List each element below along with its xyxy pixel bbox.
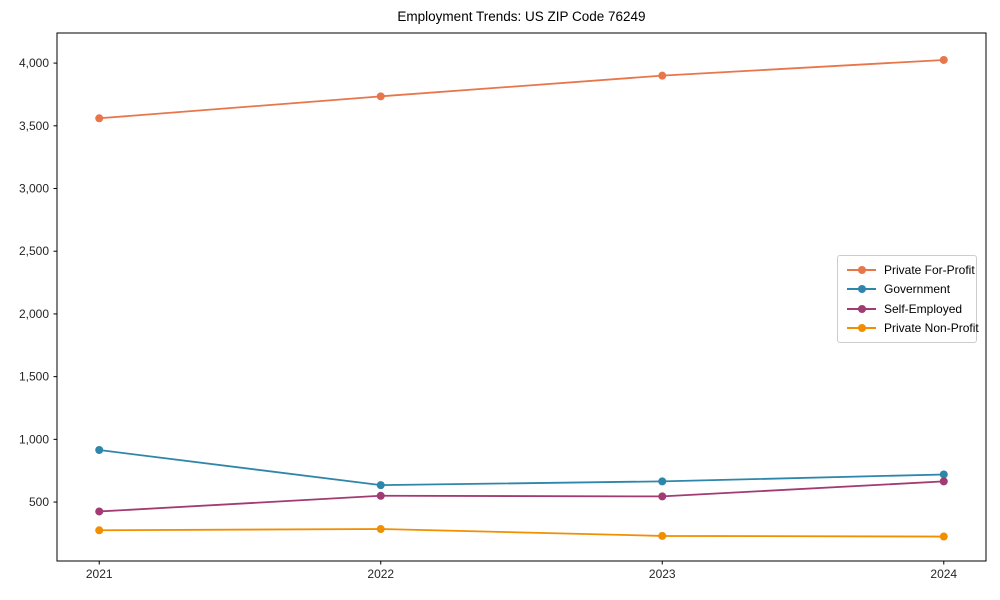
data-point-marker [658,492,667,501]
x-tick-label: 2023 [649,567,676,581]
chart-title: Employment Trends: US ZIP Code 76249 [397,9,646,24]
y-tick-label: 4,000 [19,56,49,70]
data-point-marker [376,491,385,500]
y-tick-label: 1,500 [19,370,49,384]
data-point-marker [939,470,948,479]
line-marker-icon [847,304,876,314]
data-point-marker [376,481,385,490]
data-point-marker [376,525,385,534]
x-tick-label: 2022 [367,567,394,581]
legend-label: Private For-Profit [884,262,975,277]
data-point-marker [939,55,948,64]
data-point-marker [95,114,104,123]
legend-label: Government [884,282,951,297]
y-tick-label: 2,000 [19,307,49,321]
legend-label: Self-Employed [884,301,963,316]
data-point-marker [376,92,385,101]
y-tick-label: 1,000 [19,432,49,446]
legend-item: Self-Employed [847,299,970,319]
y-tick-label: 3,000 [19,182,49,196]
data-point-marker [658,477,667,486]
axes-spines [56,32,987,562]
series-line [99,480,944,513]
data-point-marker [95,526,104,535]
data-point-marker [939,532,948,541]
legend-label: Private Non-Profit [884,321,979,336]
y-tick-label: 2,500 [19,244,49,258]
series-line [99,59,944,120]
series-line [99,528,944,538]
data-point-marker [95,446,104,455]
y-tick-label: 3,500 [19,119,49,133]
legend-item: Private For-Profit [847,260,975,280]
line-marker-icon [847,284,876,294]
y-tick-label: 500 [29,495,49,509]
data-point-marker [658,531,667,540]
data-point-marker [95,507,104,516]
x-tick-label: 2021 [86,567,113,581]
x-tick-label: 2024 [930,567,957,581]
series-line [99,449,944,487]
line-marker-icon [847,323,876,333]
legend: Private For-Profit Government Self-Emplo… [837,255,979,343]
line-marker-icon [847,265,876,275]
data-point-marker [939,477,948,486]
data-point-marker [658,71,667,80]
legend-item: Private Non-Profit [847,319,979,339]
legend-item: Government [847,280,970,300]
